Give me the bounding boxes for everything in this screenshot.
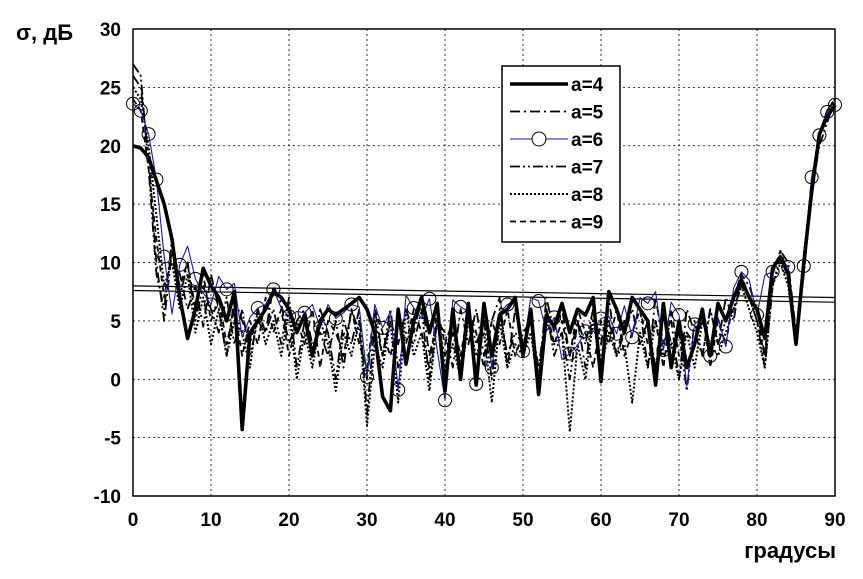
series-point [734,264,749,279]
legend-label: a=9 [571,213,603,234]
series-point [703,348,718,363]
y-tick-label: 0 [110,370,121,391]
series-point [531,294,546,309]
series-point [687,317,702,332]
series-point [828,97,842,112]
series-point [133,103,148,118]
y-tick-label: 5 [110,312,121,333]
series-point [594,311,608,326]
series-point [812,128,827,143]
series-point [297,305,312,320]
series-line-a9 [132,98,836,381]
plot-frame [132,28,836,497]
series-line-a5 [132,75,836,381]
x-tick-label: 20 [278,510,299,531]
series-point [516,344,530,359]
series-point [204,297,218,312]
series-point [219,282,234,297]
y-tick-label: 25 [100,78,122,99]
x-tick-label: 50 [512,510,533,531]
y-tick-label: -10 [94,487,121,508]
y-tick-label: -5 [104,429,121,450]
series-point [250,301,265,316]
legend-label: a=4 [571,75,604,96]
legend-label: a=6 [571,130,603,151]
series-point [562,346,577,361]
series-point [344,297,359,312]
series-point [172,257,187,272]
series-point [500,297,515,312]
series-point [453,299,468,314]
series-point [188,271,203,286]
series-point [609,326,624,341]
series-point [438,393,452,408]
x-tick-labels: 0 10 20 30 40 50 60 70 80 90 [128,510,846,531]
series-point [422,291,437,306]
series-point [750,308,764,323]
series-point [578,324,593,339]
y-axis-label: σ, дБ [16,20,73,45]
series-line-a8 [132,86,836,433]
legend-label: a=8 [571,185,603,206]
legend-label: a=7 [571,158,603,179]
series-point [796,259,811,274]
series-point [625,330,640,345]
series-line-a4 [132,103,837,432]
x-tick-label: 30 [356,510,377,531]
series-point [375,320,390,335]
legend-box [501,65,621,243]
series-point [656,343,671,358]
series-markers [126,96,842,408]
x-tick-label: 60 [590,510,611,531]
reference-line [132,285,836,299]
series-point [406,301,421,316]
series-point [126,96,140,111]
series-point [235,330,250,345]
reference-line [132,289,836,303]
x-tick-label: 80 [746,510,767,531]
series-point [141,127,156,142]
legend-marker [531,131,547,147]
series-point [469,376,484,391]
x-tick-label: 90 [824,510,845,531]
y-tick-label: 20 [100,137,121,158]
reference-lines [132,285,836,303]
series-point [313,320,328,335]
series-point [765,264,780,279]
x-axis-label: градусы [744,538,836,563]
series-point [157,249,172,264]
series-point [391,382,406,397]
x-tick-label: 70 [668,510,689,531]
series-point [360,369,374,384]
x-tick-label: 10 [200,510,221,531]
series-point [804,170,819,185]
y-tick-label: 10 [100,254,121,275]
y-tick-label: 30 [100,20,121,41]
legend-label: a=5 [571,103,604,124]
series-point [328,311,343,326]
series-point [820,104,835,119]
series-point [282,309,296,324]
legend: a=4 a=5 a=6 a=7 a=8 a=9 [501,65,621,243]
series-point [266,282,281,297]
series-point [149,172,164,187]
x-tick-label: 40 [434,510,455,531]
series-point [547,310,562,325]
series-point [672,308,686,323]
series-point [781,260,796,275]
series-point [718,339,733,354]
y-tick-label: 15 [100,195,122,216]
y-tick-labels: -10 -5 0 5 10 15 20 25 30 [94,20,122,508]
series-point [640,296,655,311]
series-lines [132,63,837,433]
series-point [484,360,499,375]
x-tick-label: 0 [128,510,139,531]
